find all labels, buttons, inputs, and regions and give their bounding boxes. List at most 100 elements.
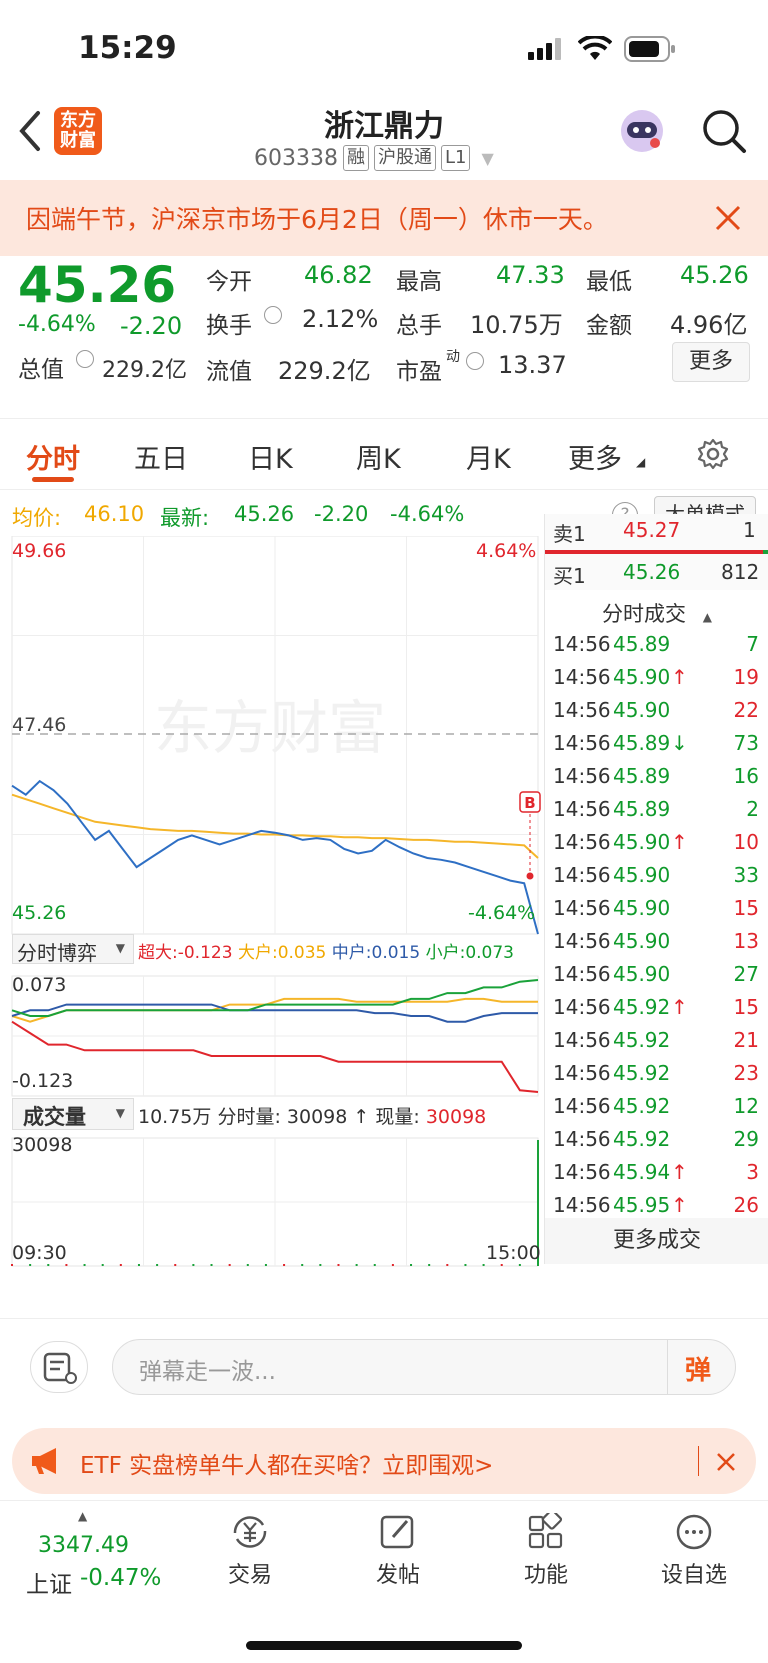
banner-close-icon[interactable] <box>716 1452 736 1472</box>
buy-marker-text: B <box>524 794 535 812</box>
dropdown-icon: ▼ <box>115 941 125 955</box>
volume-bar <box>391 1264 394 1266</box>
volume-bar <box>464 1264 467 1266</box>
tab-month-k[interactable]: 月K <box>466 444 511 475</box>
tick-qty: 29 <box>733 1127 759 1151</box>
info-icon <box>76 350 94 368</box>
legend-big-value: 0.035 <box>277 943 327 963</box>
tick-direction: ↑ <box>671 665 688 689</box>
tick-qty: 22 <box>733 698 759 722</box>
settings-icon[interactable] <box>696 437 730 471</box>
promo-banner[interactable]: ETF 实盘榜单牛人都在买啥？立即围观> <box>12 1428 756 1494</box>
dropdown-icon: ▼ <box>115 1106 125 1120</box>
more-trades-button[interactable]: 更多成交 <box>545 1218 768 1264</box>
amount-value: 4.96亿 <box>670 311 748 339</box>
tick-time: 14:56 <box>553 1160 611 1184</box>
tick-price: 45.89 <box>613 632 671 656</box>
float-label: 流值 <box>206 359 252 385</box>
function-icon <box>528 1509 563 1549</box>
app-logo[interactable]: 东方财富 <box>54 107 102 155</box>
tick-price: 45.90 <box>613 962 671 986</box>
tick-time: 14:56 <box>553 1094 611 1118</box>
robot-avatar-icon[interactable] <box>616 107 668 155</box>
comment-bar: 弹幕走一波... 弹 <box>0 1318 768 1414</box>
search-icon[interactable] <box>700 107 748 155</box>
tab-week-k[interactable]: 周K <box>356 444 401 475</box>
danmaku-input[interactable]: 弹幕走一波... 弹 <box>112 1339 736 1395</box>
tick-price: 45.90 <box>613 896 671 920</box>
caret-down-icon: ▼ <box>481 148 494 168</box>
nav-post[interactable]: 发帖 <box>348 1513 448 1603</box>
tick-direction: ↑ <box>671 1160 688 1184</box>
x-end-label: 15:00 <box>486 1242 541 1264</box>
tick-qty: 2 <box>746 797 759 821</box>
ticks-list: 14:56 45.89 7 14:56 45.90 ↑ 19 14:56 45.90 22 14:5… <box>545 628 768 1255</box>
close-icon[interactable] <box>714 204 742 232</box>
volume-bar <box>29 1264 32 1266</box>
legend-big-name: 大户 <box>237 943 272 963</box>
volume-bar <box>537 1140 539 1266</box>
danmaku-divider <box>667 1340 668 1394</box>
game-indicator-select[interactable]: 分时博弈 ▼ <box>12 934 134 965</box>
now-volume-label: 现量: <box>375 1106 420 1128</box>
tick-direction: ↑ <box>671 995 688 1019</box>
volume-bar <box>410 1264 413 1266</box>
tick-qty: 26 <box>733 1193 759 1217</box>
nav-trade[interactable]: 交易 <box>200 1513 300 1603</box>
tick-price: 45.89 <box>613 797 671 821</box>
price-line <box>11 779 539 935</box>
ticks-title[interactable]: 分时成交 ▲ <box>545 598 768 628</box>
turnover-value: 2.12% <box>302 305 379 333</box>
tick-price: 45.90 <box>613 665 671 689</box>
volume-bar <box>11 1264 13 1266</box>
tick-qty: 15 <box>733 995 759 1019</box>
stock-name: 浙江鼎力 <box>324 109 444 144</box>
volume-bar <box>301 1264 304 1266</box>
tick-time: 14:56 <box>553 863 611 887</box>
banner-divider <box>698 1446 699 1476</box>
volume-indicator-select[interactable]: 成交量 ▼ <box>12 1098 134 1130</box>
volume-bar <box>373 1264 376 1266</box>
tick-price: 45.92 <box>613 1028 671 1052</box>
index-widget[interactable]: ▲ 3347.49 上证 -0.47% <box>14 1509 184 1599</box>
price-chart[interactable]: 东方财富 B <box>0 536 544 1326</box>
latest-change: -2.20 <box>314 502 369 526</box>
danmaku-settings-icon[interactable] <box>30 1341 88 1393</box>
tick-price: 45.90 <box>613 830 671 854</box>
tick-time: 14:56 <box>553 929 611 953</box>
danmaku-send-icon[interactable]: 弹 <box>685 1356 712 1386</box>
tab-day-k[interactable]: 日K <box>248 444 293 475</box>
tick-qty: 16 <box>733 764 759 788</box>
signal-icon <box>528 38 564 60</box>
tick-row: 14:56 45.90 27 <box>545 958 768 991</box>
game-indicator-label: 分时博弈 <box>17 941 97 965</box>
tick-row: 14:56 45.92 21 <box>545 1024 768 1057</box>
volume-bar <box>482 1264 485 1266</box>
avg-label: 均价: <box>12 506 62 530</box>
float-value: 229.2亿 <box>278 357 371 385</box>
stock-subtitle[interactable]: 603338 融 沪股通 L1 ▼ <box>254 145 494 171</box>
volume-bar <box>101 1264 104 1266</box>
chart-area: 均价: 46.10 最新: 45.26 -2.20 -4.64% ? 大单模式 … <box>0 490 768 1320</box>
bid-row[interactable]: 买1 45.26 812 <box>545 554 768 590</box>
tab-five-day[interactable]: 五日 <box>134 444 188 475</box>
volume-value: 10.75万 <box>470 311 563 339</box>
active-tab-indicator <box>32 477 74 482</box>
bid-price: 45.26 <box>623 560 681 584</box>
nav-add-watchlist[interactable]: 设自选 <box>644 1513 744 1603</box>
game-lines <box>11 979 539 1093</box>
ask-row[interactable]: 卖1 45.27 1 <box>545 514 768 550</box>
tab-minute[interactable]: 分时 <box>26 444 80 475</box>
back-icon[interactable] <box>14 109 46 153</box>
nav-function[interactable]: 功能 <box>496 1509 596 1603</box>
more-button[interactable]: 更多 <box>672 342 750 382</box>
legend-super-name: 超大 <box>138 943 172 963</box>
price-grid <box>11 536 539 935</box>
tick-time: 14:56 <box>553 1061 611 1085</box>
tab-more[interactable]: 更多 <box>568 444 622 475</box>
ask-qty: 1 <box>743 518 756 542</box>
post-icon <box>380 1515 414 1549</box>
tick-price: 45.90 <box>613 929 671 953</box>
minute-volume: 30098 <box>286 1106 348 1128</box>
volume-bar <box>137 1264 140 1266</box>
